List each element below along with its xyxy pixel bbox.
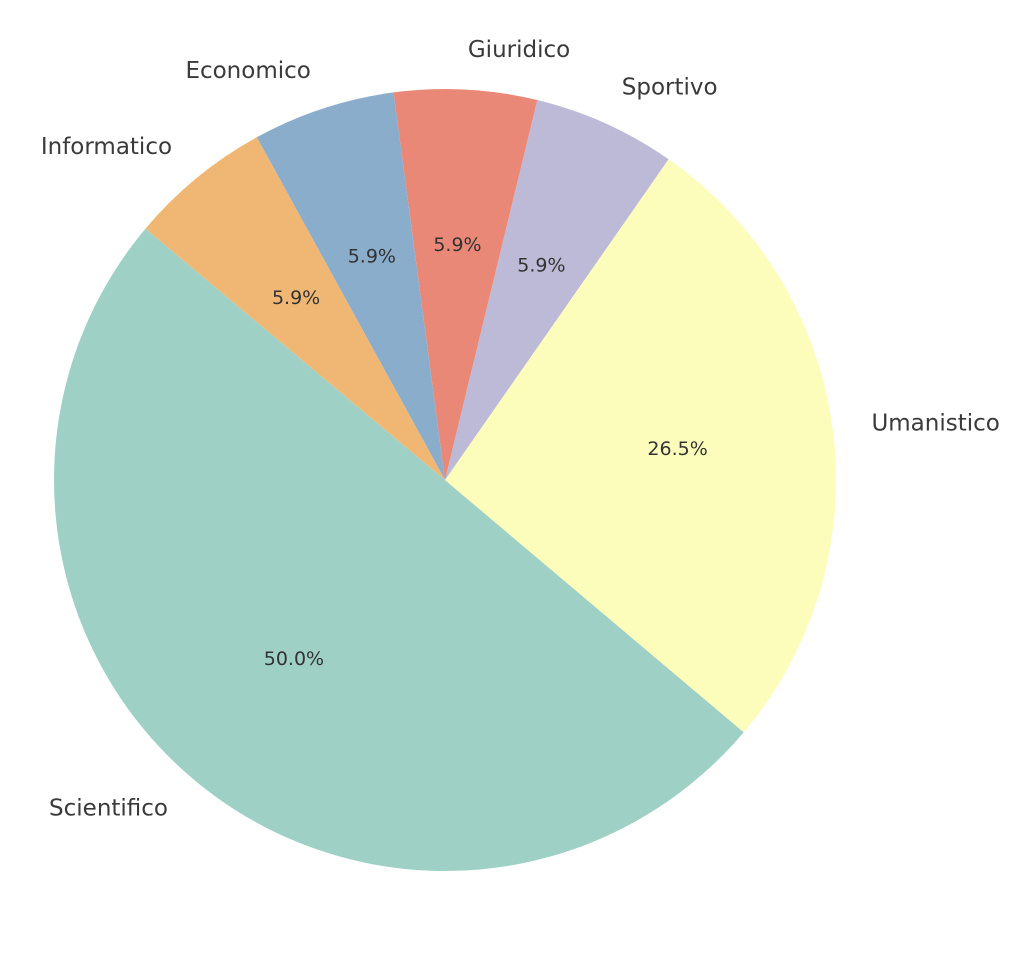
slice-label: Sportivo <box>622 74 718 100</box>
pie-slice <box>256 92 445 480</box>
slice-percent: 5.9% <box>348 246 396 268</box>
slice-label: Informatico <box>41 134 172 160</box>
slice-percent: 5.9% <box>433 234 481 256</box>
pie-slice <box>445 100 669 481</box>
slice-label: Economico <box>185 58 310 84</box>
pie-slice <box>145 137 445 480</box>
slice-label: Scientifico <box>49 796 168 822</box>
pie-slice <box>445 159 836 733</box>
slice-percent: 5.9% <box>517 255 565 277</box>
slice-label: Giuridico <box>468 37 570 63</box>
pie-slice <box>54 228 744 871</box>
slice-percent: 26.5% <box>647 438 707 460</box>
pie-slice <box>393 88 538 480</box>
slice-percent: 50.0% <box>264 648 324 670</box>
slice-label: Umanistico <box>871 411 999 437</box>
slice-percent: 5.9% <box>272 287 320 309</box>
